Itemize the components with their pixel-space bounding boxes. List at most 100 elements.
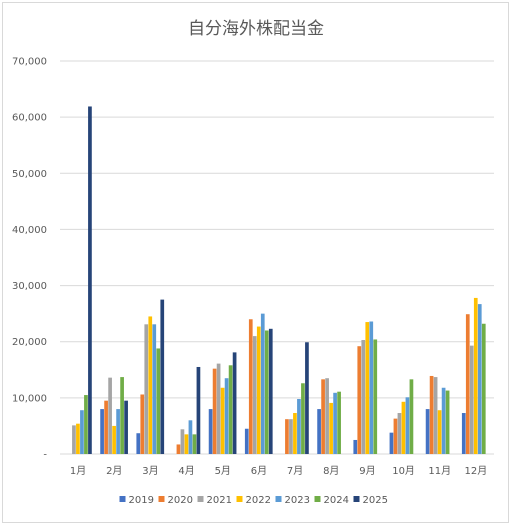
x-tick-label: 9月	[359, 465, 375, 477]
bar-2024-4	[192, 434, 197, 454]
bar-2025-5	[232, 352, 237, 454]
bar-2023-7	[297, 398, 301, 454]
bar-2024-9	[373, 339, 378, 454]
bar-2025-3	[160, 299, 165, 454]
bar-2024-5	[228, 365, 233, 454]
y-tick-label: 50,000	[12, 169, 47, 180]
legend-swatch-2019	[119, 496, 126, 502]
legend-label-2024: 2024	[324, 495, 349, 506]
y-axis-ticks: - 10,000 20,000 30,000 40,000 50,000 60,000 70,…	[12, 57, 47, 461]
bar-2022-3	[148, 316, 153, 454]
bar-2019-3	[136, 433, 141, 454]
bar-2020-5	[212, 368, 217, 454]
bar-2020-3	[140, 394, 145, 454]
x-tick-label: 2月	[106, 465, 122, 477]
bar-2022-9	[365, 322, 370, 454]
legend-swatch-2022	[236, 496, 243, 502]
bar-2024-8	[337, 391, 341, 454]
x-tick-label: 7月	[287, 465, 303, 477]
bar-2019-6	[244, 428, 249, 454]
bar-2023-10	[405, 397, 410, 454]
bar-2024-2	[120, 377, 124, 454]
bar-2023-8	[333, 392, 337, 454]
bar-2021-11	[433, 377, 438, 454]
y-tick-label: 10,000	[12, 393, 47, 404]
bar-2021-10	[397, 413, 402, 454]
bar-2024-10	[409, 379, 414, 454]
bar-2022-11	[437, 410, 442, 454]
grid-layer	[60, 60, 494, 455]
bar-2019-2	[100, 409, 104, 454]
bar-2023-5	[224, 378, 229, 454]
bar-2025-7	[305, 342, 309, 454]
bar-2019-10	[389, 432, 394, 454]
bar-2019-5	[208, 409, 213, 454]
bar-2021-1	[72, 425, 76, 454]
bar-2020-10	[393, 418, 398, 454]
bar-2020-7	[285, 419, 289, 454]
x-tick-label: 5月	[215, 465, 231, 477]
legend-label-2020: 2020	[168, 495, 193, 506]
bar-2023-11	[441, 387, 446, 454]
bar-2019-11	[425, 409, 430, 454]
legend-label-2022: 2022	[246, 495, 271, 506]
bar-2021-3	[144, 324, 149, 454]
legend: 2019 2020 2021 2022 2023 2024 2025	[119, 495, 388, 506]
bar-2025-1	[88, 106, 92, 455]
legend-swatch-2020	[158, 496, 165, 502]
bar-2022-5	[220, 387, 225, 454]
legend-label-2023: 2023	[285, 495, 310, 506]
x-tick-label: 3月	[142, 465, 158, 477]
x-tick-label: 6月	[251, 465, 267, 477]
y-tick-label: 60,000	[12, 113, 47, 124]
bar-2022-12	[473, 297, 478, 454]
y-tick-label: 20,000	[12, 337, 47, 348]
bar-2019-12	[461, 413, 466, 454]
y-tick-label: 40,000	[12, 225, 47, 236]
x-tick-label: 8月	[323, 465, 339, 477]
bar-2023-9	[369, 321, 374, 454]
bar-2020-4	[176, 444, 181, 454]
bar-2022-1	[76, 423, 80, 454]
bar-2024-1	[84, 395, 88, 454]
bar-2024-6	[264, 330, 269, 454]
x-tick-label: 10月	[392, 465, 415, 477]
bar-2023-3	[152, 324, 157, 454]
bar-2022-7	[293, 413, 297, 454]
bar-2021-12	[469, 345, 474, 454]
bar-2025-6	[268, 328, 273, 454]
bar-2020-6	[248, 319, 253, 454]
legend-swatch-2024	[314, 496, 321, 502]
bar-2021-2	[108, 377, 112, 454]
x-tick-label: 11月	[428, 465, 451, 477]
bar-2020-12	[465, 314, 470, 454]
bar-2024-12	[481, 323, 486, 454]
bar-2025-2	[124, 400, 128, 454]
x-tick-label: 4月	[178, 465, 194, 477]
legend-swatch-2023	[275, 496, 282, 502]
bar-2021-4	[180, 429, 185, 454]
legend-swatch-2021	[197, 496, 204, 502]
bar-2019-9	[353, 439, 358, 454]
bar-2019-8	[317, 409, 321, 454]
bar-2020-9	[357, 346, 362, 454]
bar-2022-8	[329, 402, 333, 454]
bar-2021-7	[289, 419, 293, 454]
bar-2022-2	[112, 425, 116, 454]
y-tick-label: -	[43, 450, 47, 461]
bar-2024-3	[156, 348, 161, 454]
legend-swatch-2025	[353, 496, 360, 502]
bar-2021-5	[216, 363, 221, 454]
bar-2020-8	[321, 379, 325, 454]
bar-2024-7	[301, 383, 305, 454]
y-tick-label: 70,000	[12, 57, 47, 68]
bar-2023-1	[80, 410, 84, 454]
bar-2020-11	[429, 375, 434, 454]
x-tick-label: 12月	[465, 465, 488, 477]
legend-label-2025: 2025	[363, 495, 388, 506]
bar-2021-8	[325, 378, 329, 454]
bar-2022-4	[184, 434, 189, 454]
x-tick-label: 1月	[70, 465, 86, 477]
bar-2025-4	[196, 366, 201, 454]
